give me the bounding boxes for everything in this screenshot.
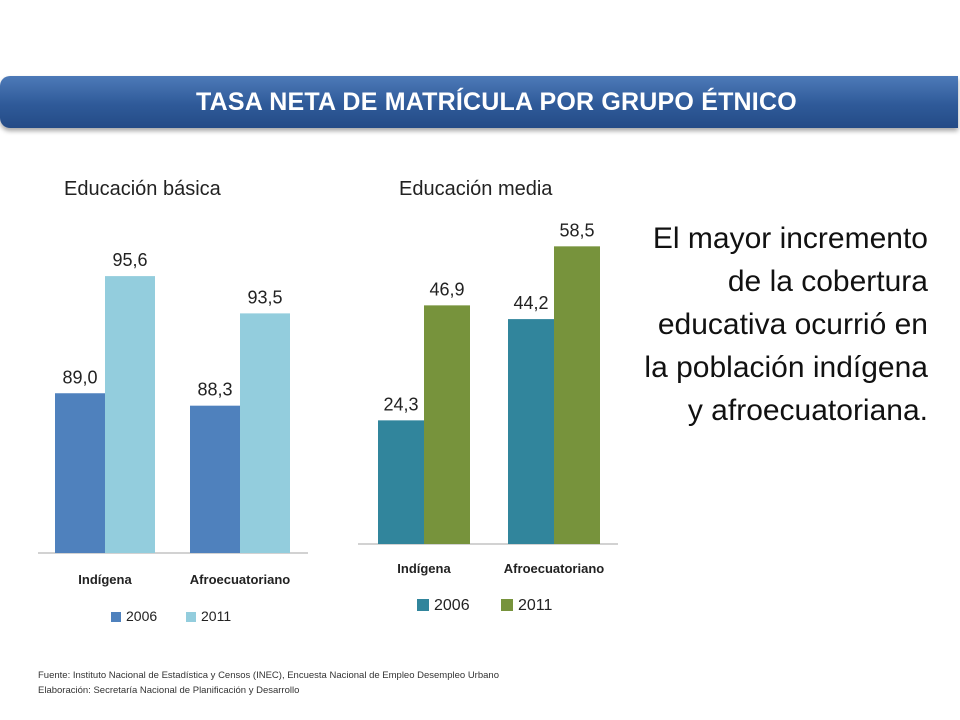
media-data-label: 24,3 bbox=[383, 394, 418, 414]
source-text: Fuente: Instituto Nacional de Estadístic… bbox=[38, 670, 499, 681]
media-category-label: Afroecuatoriano bbox=[504, 561, 604, 576]
basica-legend-swatch bbox=[111, 612, 121, 622]
basica-data-label: 93,5 bbox=[247, 287, 282, 307]
media-legend-label: 2011 bbox=[518, 597, 553, 614]
note-text: El mayor incremento de la cobertura educ… bbox=[644, 222, 928, 427]
chart-basica-title: Educación básica bbox=[64, 178, 221, 200]
basica-bar bbox=[105, 276, 155, 553]
media-legend-swatch bbox=[417, 599, 429, 611]
basica-data-label: 95,6 bbox=[112, 250, 147, 270]
media-legend-label: 2006 bbox=[434, 597, 470, 614]
basica-data-label: 88,3 bbox=[197, 380, 232, 400]
media-bar bbox=[554, 246, 600, 544]
media-data-label: 44,2 bbox=[513, 293, 548, 313]
chart-media-title: Educación media bbox=[399, 178, 553, 200]
title-banner bbox=[0, 76, 958, 128]
media-category-label: Indígena bbox=[397, 561, 451, 576]
media-bar bbox=[424, 305, 470, 544]
media-data-label: 46,9 bbox=[429, 279, 464, 299]
basica-bar bbox=[190, 405, 240, 553]
media-data-label: 58,5 bbox=[559, 220, 594, 240]
basica-data-label: 89,0 bbox=[62, 367, 97, 387]
basica-legend-label: 2006 bbox=[126, 608, 157, 624]
media-bar bbox=[378, 420, 424, 544]
page-title: TASA NETA DE MATRÍCULA POR GRUPO ÉTNICO bbox=[196, 88, 797, 116]
basica-category-label: Afroecuatoriano bbox=[190, 572, 290, 587]
elaboration-text: Elaboración: Secretaría Nacional de Plan… bbox=[38, 685, 300, 696]
media-legend-swatch bbox=[501, 599, 513, 611]
basica-legend-swatch bbox=[186, 612, 196, 622]
basica-category-label: Indígena bbox=[78, 572, 132, 587]
media-bar bbox=[508, 319, 554, 544]
basica-legend-label: 2011 bbox=[201, 608, 231, 624]
basica-bar bbox=[55, 393, 105, 553]
basica-bar bbox=[240, 313, 290, 553]
